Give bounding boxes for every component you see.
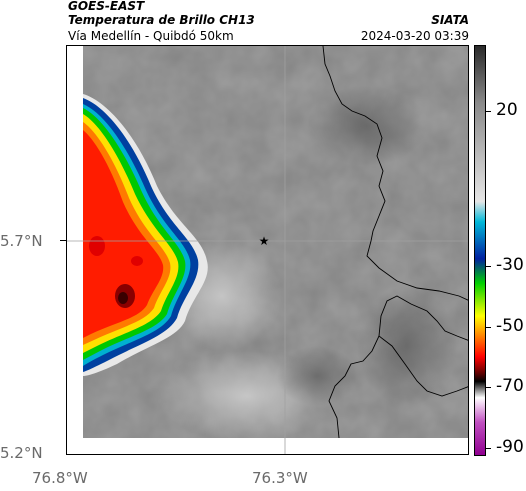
cold-cloud-system (83, 94, 208, 376)
colorbar-label: -70 (496, 376, 524, 396)
colorbar-tick (486, 448, 491, 449)
colorbar-tick (486, 266, 491, 267)
colorbar-tick (486, 111, 491, 112)
organization-label: SIATA (431, 13, 469, 27)
map-panel: ★ (66, 45, 469, 455)
satellite-title: GOES-EAST (68, 0, 145, 13)
timestamp-label: 2024-03-20 03:39 (360, 29, 469, 43)
lat-label: 5.2°N (0, 444, 43, 462)
lat-label: 5.7°N (0, 232, 43, 250)
colorbar-label: -30 (496, 255, 524, 275)
boundary-line (378, 335, 468, 397)
lon-label: 76.3°W (252, 469, 308, 487)
colorbar-label: -50 (496, 316, 524, 336)
lon-label: 76.8°W (32, 469, 88, 487)
colorbar-tick (486, 327, 491, 328)
colorbar-tick (486, 387, 491, 388)
region-subtitle: Vía Medellín - Quibdó 50km (68, 29, 234, 43)
boundary-line (328, 295, 468, 439)
boundary-line (322, 46, 468, 301)
lat-tick (60, 240, 66, 241)
satellite-map: ★ (67, 46, 468, 454)
star-icon: ★ (259, 234, 270, 248)
colorbar-label: -90 (496, 437, 524, 457)
colorbar (474, 45, 486, 456)
colorbar-label: 20 (496, 100, 518, 120)
product-title: Temperatura de Brillo CH13 (68, 13, 255, 27)
